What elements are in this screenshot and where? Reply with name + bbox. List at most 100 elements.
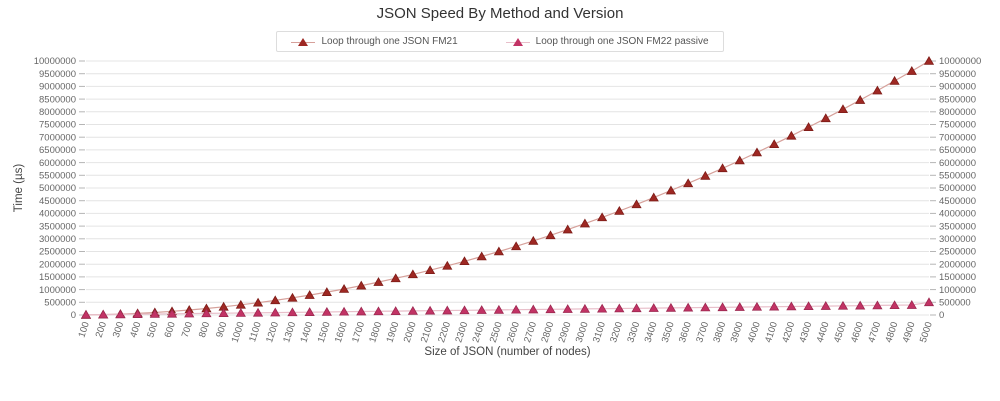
data-point[interactable] (872, 300, 883, 310)
data-point[interactable] (614, 205, 625, 215)
data-point[interactable] (717, 302, 728, 312)
data-point[interactable] (923, 297, 935, 307)
data-point[interactable] (906, 300, 917, 309)
svg-text:5000000: 5000000 (939, 183, 976, 194)
data-point[interactable] (321, 287, 332, 296)
data-point[interactable] (356, 306, 367, 316)
data-point[interactable] (683, 178, 694, 188)
data-point[interactable] (424, 305, 436, 315)
data-point[interactable] (184, 308, 195, 318)
data-point[interactable] (511, 241, 522, 251)
data-point[interactable] (149, 308, 160, 318)
data-point[interactable] (493, 304, 504, 314)
data-point[interactable] (132, 309, 143, 318)
data-point[interactable] (373, 277, 384, 286)
data-point[interactable] (837, 104, 849, 114)
data-point[interactable] (476, 305, 487, 314)
data-point[interactable] (356, 280, 367, 290)
data-point[interactable] (648, 303, 659, 312)
data-point[interactable] (855, 300, 866, 310)
data-point[interactable] (442, 305, 453, 315)
data-point[interactable] (923, 56, 935, 65)
data-point[interactable] (80, 309, 92, 319)
data-point[interactable] (700, 302, 711, 312)
data-point[interactable] (786, 130, 797, 140)
svg-text:3500: 3500 (660, 321, 677, 345)
data-point[interactable] (235, 307, 246, 317)
data-point[interactable] (614, 303, 625, 313)
legend-item-fm22-passive[interactable]: Loop through one JSON FM22 passive (505, 36, 709, 47)
svg-text:3800: 3800 (711, 321, 728, 345)
data-point[interactable] (769, 139, 780, 149)
data-point[interactable] (287, 292, 298, 302)
data-point[interactable] (338, 283, 350, 293)
data-point[interactable] (407, 269, 418, 279)
data-point[interactable] (545, 230, 556, 240)
data-point[interactable] (511, 304, 522, 314)
data-point[interactable] (631, 199, 642, 209)
data-point[interactable] (407, 305, 418, 315)
data-point[interactable] (855, 95, 866, 104)
data-point[interactable] (98, 309, 109, 319)
data-point[interactable] (338, 306, 350, 316)
data-point[interactable] (390, 273, 401, 283)
legend: Loop through one JSON FM21 Loop through … (0, 31, 1000, 52)
data-point[interactable] (717, 163, 728, 173)
legend-item-fm21[interactable]: Loop through one JSON FM21 (291, 36, 458, 47)
data-point[interactable] (872, 85, 883, 95)
data-point[interactable] (820, 301, 831, 310)
data-point[interactable] (493, 246, 504, 256)
data-point[interactable] (252, 297, 264, 307)
data-point[interactable] (562, 224, 573, 234)
data-point[interactable] (683, 302, 694, 312)
data-point[interactable] (304, 307, 315, 316)
data-point[interactable] (906, 66, 917, 75)
data-point[interactable] (252, 307, 264, 317)
data-point[interactable] (700, 170, 711, 180)
data-point[interactable] (631, 303, 642, 313)
data-point[interactable] (270, 307, 281, 317)
data-point[interactable] (597, 303, 608, 313)
data-point[interactable] (321, 306, 332, 316)
data-point[interactable] (115, 309, 126, 319)
svg-text:2500000: 2500000 (939, 247, 976, 258)
data-point[interactable] (837, 300, 849, 310)
data-point[interactable] (751, 301, 763, 311)
data-point[interactable] (734, 155, 745, 165)
data-point[interactable] (287, 307, 298, 317)
data-point[interactable] (751, 147, 763, 157)
data-point[interactable] (820, 113, 831, 123)
data-point[interactable] (648, 192, 659, 202)
data-point[interactable] (459, 305, 470, 315)
data-point[interactable] (528, 304, 539, 314)
data-point[interactable] (579, 218, 591, 228)
data-point[interactable] (304, 290, 315, 299)
data-point[interactable] (528, 235, 539, 245)
data-point[interactable] (803, 301, 814, 311)
data-point[interactable] (442, 260, 453, 270)
data-point[interactable] (579, 303, 591, 313)
data-point[interactable] (373, 306, 384, 316)
data-point[interactable] (786, 301, 797, 311)
data-point[interactable] (734, 302, 745, 311)
data-point[interactable] (803, 122, 814, 131)
data-point[interactable] (665, 302, 677, 312)
data-point[interactable] (390, 306, 401, 315)
data-point[interactable] (769, 301, 780, 311)
svg-text:8000000: 8000000 (39, 107, 76, 118)
data-point[interactable] (270, 295, 281, 305)
data-point[interactable] (597, 212, 608, 222)
data-point[interactable] (166, 308, 178, 318)
svg-text:2000: 2000 (402, 321, 419, 345)
svg-text:3500000: 3500000 (39, 221, 76, 232)
data-point[interactable] (545, 304, 556, 314)
data-point[interactable] (889, 75, 900, 85)
data-point[interactable] (424, 265, 436, 274)
data-point[interactable] (476, 251, 487, 261)
data-point[interactable] (665, 185, 677, 195)
data-point[interactable] (218, 308, 229, 317)
data-point[interactable] (889, 300, 900, 310)
data-point[interactable] (459, 256, 470, 266)
data-point[interactable] (562, 304, 573, 313)
data-point[interactable] (201, 308, 212, 318)
